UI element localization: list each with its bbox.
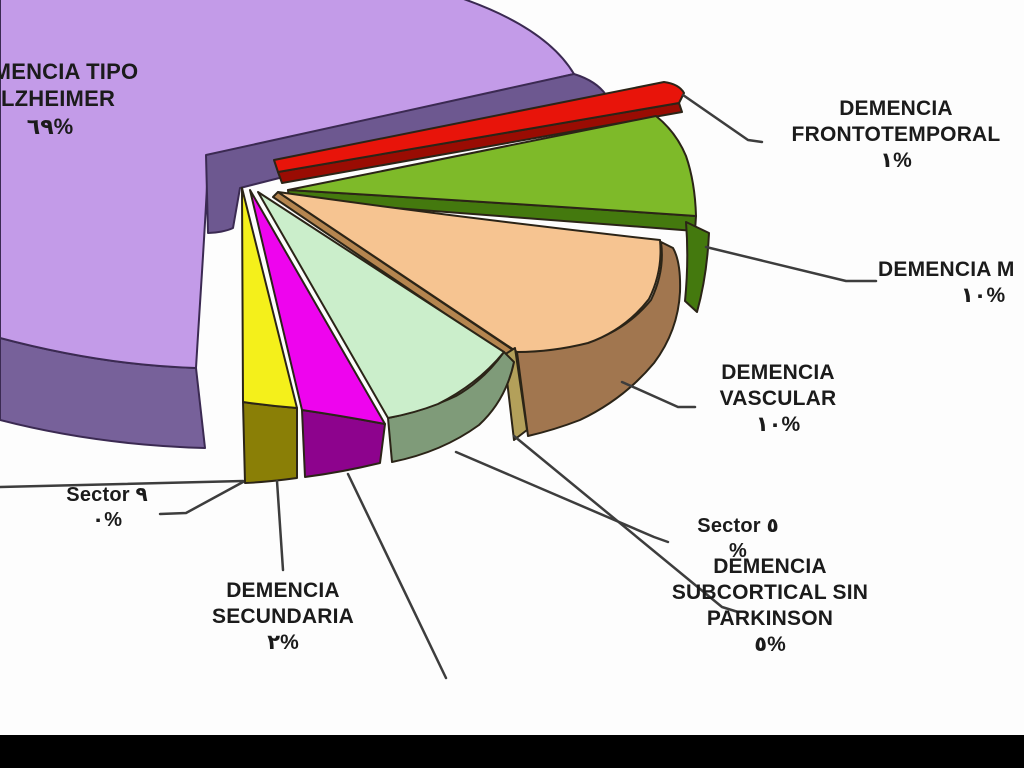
label-secundaria-value: ٢%	[267, 631, 299, 655]
label-vascular-line1: DEMENCIA	[721, 361, 835, 384]
label-demencia-m-line1: DEMENCIA M	[878, 258, 1015, 281]
label-subcortical-line3: PARKINSON	[706, 607, 834, 631]
slice-frontotemporal-face	[273, 81, 685, 173]
label-sector5: Sector ٥ %	[663, 514, 813, 564]
leader-left-edge	[0, 479, 245, 489]
slice-sector9-rim	[242, 401, 298, 484]
label-secundaria-line1: DEMENCIA	[226, 579, 340, 602]
leader-magenta-long	[346, 472, 448, 680]
label-subcortical-line1: DEMENCIA	[713, 555, 827, 578]
label-vascular-value: ١٠%	[755, 413, 801, 437]
label-subcortical-line2: SUBCORTICAL SIN	[671, 581, 869, 605]
leader-secundaria	[275, 479, 285, 572]
label-vascular-line2: VASCULAR	[719, 387, 837, 411]
label-alzheimer: DEMENCIA TIPO ALZHEIMER ٦٩%	[0, 58, 260, 140]
label-frontotemporal-line2: FRONTOTEMPORAL	[791, 123, 1001, 147]
label-sector9-value: ٠%	[91, 508, 122, 531]
leader-sector9	[158, 480, 245, 516]
label-frontotemporal-value: ١%	[880, 149, 912, 173]
leader-vascular	[620, 380, 697, 409]
slice-secundaria-face	[249, 189, 386, 425]
label-sector5-value: %	[729, 539, 747, 562]
leader-sector5	[454, 450, 670, 544]
leader-subcortical	[512, 434, 740, 614]
slice-alzheimer-face	[0, 0, 575, 369]
label-alzheimer-value: ٦٩%	[26, 113, 74, 139]
slice-subcortical-face	[257, 191, 505, 419]
label-alzheimer-line1: DEMENCIA TIPO	[0, 59, 139, 84]
label-secundaria: DEMENCIA SECUNDARIA ٢%	[172, 578, 394, 656]
label-alzheimer-line2: ALZHEIMER	[0, 86, 116, 112]
label-frontotemporal: DEMENCIA FRONTOTEMPORAL ١%	[740, 96, 1024, 174]
slice-sector9-face	[241, 187, 298, 409]
label-sector9: Sector ٩ ٠%	[28, 483, 186, 533]
label-subcortical-value: ٥%	[754, 633, 786, 657]
label-sector5-line1: Sector ٥	[697, 515, 779, 537]
leader-demencia-m	[704, 245, 878, 283]
label-frontotemporal-line1: DEMENCIA	[839, 97, 953, 120]
leader-frontotemporal	[681, 93, 764, 144]
slice-demencia-m-cap	[684, 221, 710, 313]
label-subcortical: DEMENCIA SUBCORTICAL SIN PARKINSON ٥%	[652, 554, 888, 658]
slice-demencia-m-face	[287, 115, 697, 217]
label-demencia-m-value: ١٠%	[960, 284, 1006, 308]
letterbox-bar	[0, 735, 1024, 768]
label-vascular: DEMENCIA VASCULAR ١٠%	[698, 360, 858, 438]
label-secundaria-line2: SECUNDARIA	[211, 605, 354, 629]
label-sector9-line1: Sector ٩	[66, 484, 148, 506]
label-demencia-m: DEMENCIA M ١٠%	[878, 257, 1024, 309]
slice-vascular-face	[277, 191, 662, 353]
